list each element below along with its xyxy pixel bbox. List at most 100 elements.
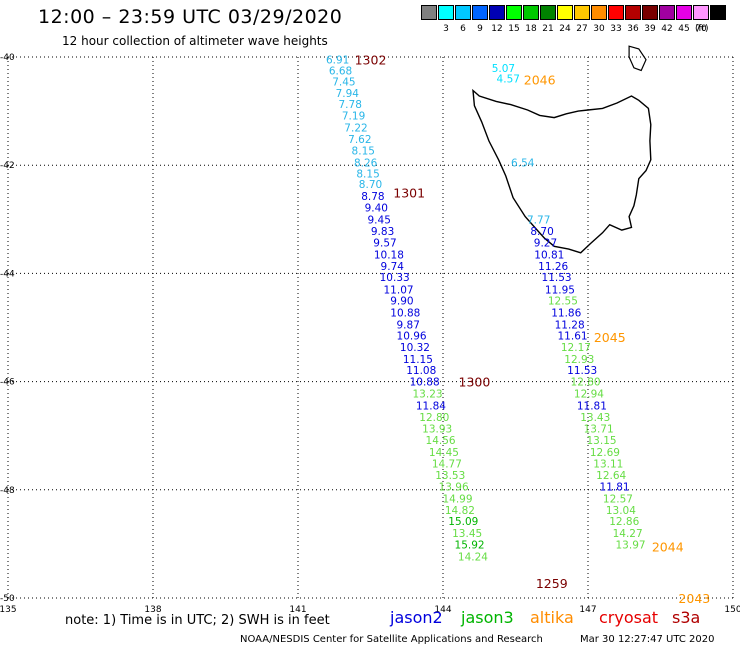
- credit-text: NOAA/NESDIS Center for Satellite Applica…: [240, 634, 543, 645]
- swh-value-label: 13.15: [587, 435, 617, 447]
- swh-value-label: 12.69: [590, 447, 620, 459]
- swh-value-label: 10.81: [534, 249, 564, 261]
- lat-tick-label: -40: [0, 53, 15, 63]
- scale-swatch: [608, 5, 624, 20]
- scale-label: 3: [443, 24, 449, 34]
- scale-swatch: [574, 5, 590, 20]
- page-title: 12:00 – 23:59 UTC 03/29/2020: [38, 6, 343, 28]
- scale-swatch: [557, 5, 573, 20]
- swh-value-label: 9.57: [373, 238, 396, 250]
- swh-value-label: 10.33: [380, 272, 410, 284]
- scale-label: 30: [593, 24, 605, 34]
- pass-time-label: 2043: [678, 591, 710, 606]
- swh-value-label: 11.84: [416, 400, 446, 412]
- swh-value-label: 13.23: [413, 389, 443, 401]
- swh-value-label: 12.55: [548, 295, 578, 307]
- swh-value-label: 12.80: [571, 377, 601, 389]
- generated-timestamp: Mar 30 12:27:47 UTC 2020: [580, 634, 715, 645]
- swh-value-label: 9.90: [390, 295, 413, 307]
- legend-item-altika: altika: [530, 608, 574, 627]
- swh-value-label: 10.96: [397, 331, 427, 343]
- swh-value-label: 8.26: [354, 157, 378, 169]
- lat-tick-label: -46: [0, 378, 15, 388]
- scale-swatch: [591, 5, 607, 20]
- swh-value-label: 12.93: [564, 354, 594, 366]
- swh-value-label: 11.61: [558, 331, 588, 343]
- pass-time-label: 1300: [459, 375, 491, 390]
- swh-value-label: 13.45: [452, 528, 482, 540]
- scale-label: 9: [477, 24, 483, 34]
- swh-value-label: 13.04: [606, 505, 636, 517]
- swh-value-label: 13.71: [584, 424, 614, 436]
- swh-value-label: 12.57: [603, 493, 633, 505]
- swh-value-label: 10.88: [390, 307, 420, 319]
- scale-label: 27: [576, 24, 588, 34]
- scale-label: 36: [627, 24, 639, 34]
- swh-value-label: 14.45: [429, 447, 459, 459]
- scale-swatch: [659, 5, 675, 20]
- scale-swatch: [676, 5, 692, 20]
- scale-swatch: [438, 5, 454, 20]
- swh-value-label: 11.07: [384, 285, 414, 297]
- scale-label: 15: [508, 24, 520, 34]
- swh-value-label: 7.19: [342, 110, 365, 122]
- swh-value-label: 12.64: [596, 470, 626, 482]
- legend-item-cryosat: cryosat: [599, 608, 659, 627]
- page-subtitle: 12 hour collection of altimeter wave hei…: [62, 34, 328, 48]
- lon-tick-label: 144: [434, 605, 451, 615]
- swh-value-label: 11.15: [403, 354, 433, 366]
- swh-value-label: 7.77: [527, 214, 550, 226]
- swh-value-label: 9.40: [365, 202, 388, 214]
- swh-value-label: 7.94: [336, 88, 360, 100]
- swh-value-label: 14.77: [432, 458, 462, 470]
- swh-value-label: 15.09: [448, 516, 478, 528]
- swh-value-label: 11.53: [567, 365, 597, 377]
- legend-item-jason3: jason3: [461, 608, 514, 627]
- swh-value-label: 12.80: [419, 412, 449, 424]
- swh-value-label: 13.96: [439, 482, 469, 494]
- scale-label: 70: [695, 24, 707, 34]
- swh-value-label: 9.87: [397, 319, 420, 331]
- swh-value-label: 11.81: [600, 482, 630, 494]
- swh-value-label: 13.11: [593, 458, 623, 470]
- lat-tick-label: -42: [0, 161, 15, 171]
- swh-value-label: 14.82: [445, 505, 475, 517]
- swh-value-label: 6.54: [511, 157, 535, 169]
- lat-tick-label: -44: [0, 269, 15, 279]
- scale-swatch: [506, 5, 522, 20]
- swh-value-label: 9.74: [381, 261, 405, 273]
- swh-value-label: 8.78: [361, 191, 384, 203]
- swh-value-label: 10.32: [400, 342, 430, 354]
- lat-tick-label: -50: [0, 594, 15, 604]
- scale-swatch: [421, 5, 437, 20]
- swh-value-label: 11.28: [555, 319, 585, 331]
- swh-value-label: 13.97: [616, 539, 646, 551]
- lon-tick-label: 141: [289, 605, 306, 615]
- swh-value-label: 14.99: [442, 493, 472, 505]
- swh-value-label: 4.57: [497, 74, 520, 86]
- lon-tick-label: 150: [724, 605, 740, 615]
- legend-item-s3a: s3a: [672, 608, 701, 627]
- swh-value-label: 11.26: [538, 261, 568, 273]
- scale-swatch: [710, 5, 726, 20]
- legend-item-jason2: jason2: [390, 608, 443, 627]
- lon-tick-label: 147: [579, 605, 596, 615]
- swh-value-label: 13.53: [435, 470, 465, 482]
- swh-value-label: 13.93: [422, 424, 452, 436]
- scale-label: 18: [525, 24, 537, 34]
- scale-swatch: [455, 5, 471, 20]
- swh-value-label: 9.27: [534, 238, 557, 250]
- swh-value-label: 5.07: [492, 63, 515, 75]
- swh-value-label: 12.86: [609, 516, 639, 528]
- swh-value-label: 14.24: [458, 551, 488, 563]
- scale-label: 24: [559, 24, 571, 34]
- swh-value-label: 11.95: [545, 285, 575, 297]
- lon-tick-label: 135: [0, 605, 17, 615]
- scale-label: 6: [460, 24, 466, 34]
- scale-label: 21: [542, 24, 554, 34]
- pass-time-label: 2045: [594, 330, 626, 345]
- swh-value-label: 8.70: [359, 179, 382, 191]
- flinders-island-coastline: [628, 45, 647, 72]
